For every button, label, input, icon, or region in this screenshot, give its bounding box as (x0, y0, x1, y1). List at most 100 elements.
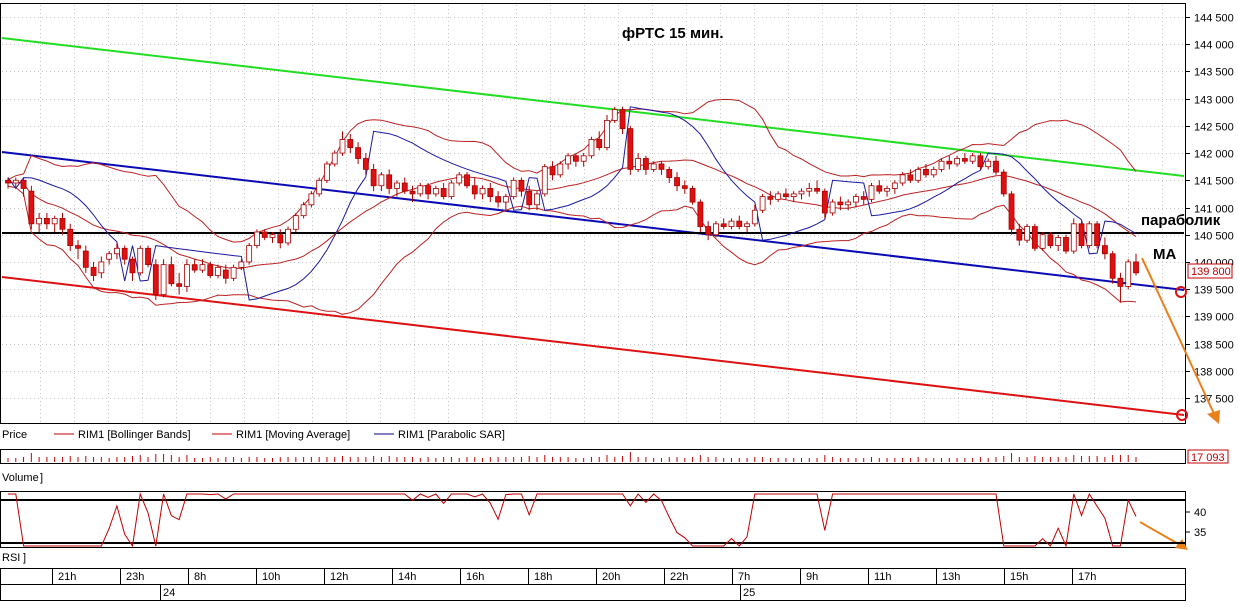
candle-body (300, 204, 307, 217)
volume-panel-frame (0, 449, 1186, 464)
price-tick-label: 141 500 (1194, 176, 1234, 188)
time-tick-label: 9h (806, 571, 818, 583)
candle-body (464, 174, 470, 187)
time-tick-label: 7h (738, 571, 750, 583)
candle-body (222, 269, 229, 279)
legend: Price RIM1 [Bollinger Bands] RIM1 [Movin… (2, 429, 505, 441)
candle-body (767, 196, 774, 200)
candle-body (534, 193, 540, 206)
candle-body (666, 168, 673, 178)
candle-body (1078, 223, 1085, 246)
time-tick-label: 14h (398, 571, 416, 583)
candle-body (1039, 234, 1046, 249)
candle-body (689, 188, 696, 203)
legend-ma-label: RIM1 [Moving Average] (236, 429, 350, 441)
candle-body (292, 215, 299, 230)
candle-body (215, 266, 221, 276)
candle-body (884, 188, 890, 192)
candle-body (207, 264, 214, 276)
time-tick-label: 21h (58, 571, 76, 583)
candle-body (386, 174, 393, 189)
candle-body (495, 196, 501, 203)
green-resistance-line (1, 37, 1185, 177)
blue-channel-line (1, 151, 1185, 291)
rsi-label-bracket: ] (23, 552, 26, 564)
candle-body (635, 158, 642, 170)
time-tick-label: 17h (1078, 571, 1096, 583)
bollinger-bands (7, 98, 1137, 315)
price-tick-label: 143 500 (1194, 67, 1234, 79)
candle-body (347, 139, 354, 149)
price-tick-label: 143 000 (1194, 95, 1234, 107)
candle-body (285, 228, 291, 244)
candle-body (370, 168, 377, 187)
candle-body (106, 253, 113, 260)
candle-body (277, 234, 284, 244)
candle-body (518, 179, 525, 192)
candle-body (82, 250, 89, 268)
candle-body (246, 245, 253, 263)
candle-body (611, 109, 618, 121)
candle-body (456, 174, 463, 184)
volume-bars (7, 452, 1137, 462)
candle-body (814, 188, 820, 192)
candle-body (487, 188, 494, 198)
candle-body (720, 223, 727, 227)
red-support-line (1, 276, 1185, 416)
time-tick-label: 18h (534, 571, 552, 583)
candle-body (59, 217, 66, 230)
candle-body (1125, 261, 1132, 287)
candle-body (184, 264, 190, 287)
candle-body (230, 266, 237, 279)
candle-body (67, 228, 74, 246)
candle-body (643, 158, 649, 170)
candle-body (261, 231, 268, 238)
candle-body (43, 217, 50, 225)
candle-body (572, 155, 579, 162)
candle-body (1055, 237, 1062, 247)
candle-body (806, 188, 813, 192)
candle-body (160, 264, 167, 295)
price-tick-label: 138 500 (1194, 340, 1234, 352)
candle-body (798, 190, 805, 195)
price-tick-label: 144 000 (1194, 40, 1234, 52)
candle-body (845, 201, 852, 206)
legend-bollinger-label: RIM1 [Bollinger Bands] (78, 429, 191, 441)
candle-body (28, 190, 35, 225)
candle-body (954, 158, 960, 165)
time-tick-label: 10h (262, 571, 280, 583)
candle-body (1086, 223, 1093, 246)
rsi-panel (1, 492, 1185, 548)
time-tick-label: 20h (602, 571, 620, 583)
candle-body (526, 190, 533, 206)
candle-body (837, 201, 844, 206)
candle-body (650, 163, 657, 170)
candle-body (502, 196, 509, 203)
candle-body (331, 152, 338, 165)
candle-body (736, 220, 743, 227)
time-tick-label: 13h (942, 571, 960, 583)
candle-body (75, 245, 81, 249)
price-tick-label: 142 500 (1194, 122, 1234, 134)
price-tick-label: 137 500 (1194, 394, 1234, 406)
candle-body (541, 166, 548, 195)
price-tick-label: 144 500 (1194, 13, 1234, 25)
candle-body (238, 261, 245, 268)
candle-body (479, 188, 486, 195)
candle-body (619, 109, 626, 129)
candle-body (604, 120, 610, 149)
candle-body (152, 264, 159, 295)
candle-body (728, 220, 735, 227)
forecast-arrowhead-rsi (1175, 539, 1188, 550)
parabolic-sar-line (7, 106, 1137, 301)
candle-body (176, 283, 183, 287)
date-label: 25 (743, 587, 755, 599)
candle-body (860, 196, 867, 200)
time-tick-label: 23h (126, 571, 144, 583)
candle-body (1133, 261, 1139, 274)
time-tick-label: 16h (466, 571, 484, 583)
last-price-value: 139 800 (1191, 266, 1231, 278)
candle-body (432, 188, 439, 195)
candle-body (1063, 237, 1069, 252)
